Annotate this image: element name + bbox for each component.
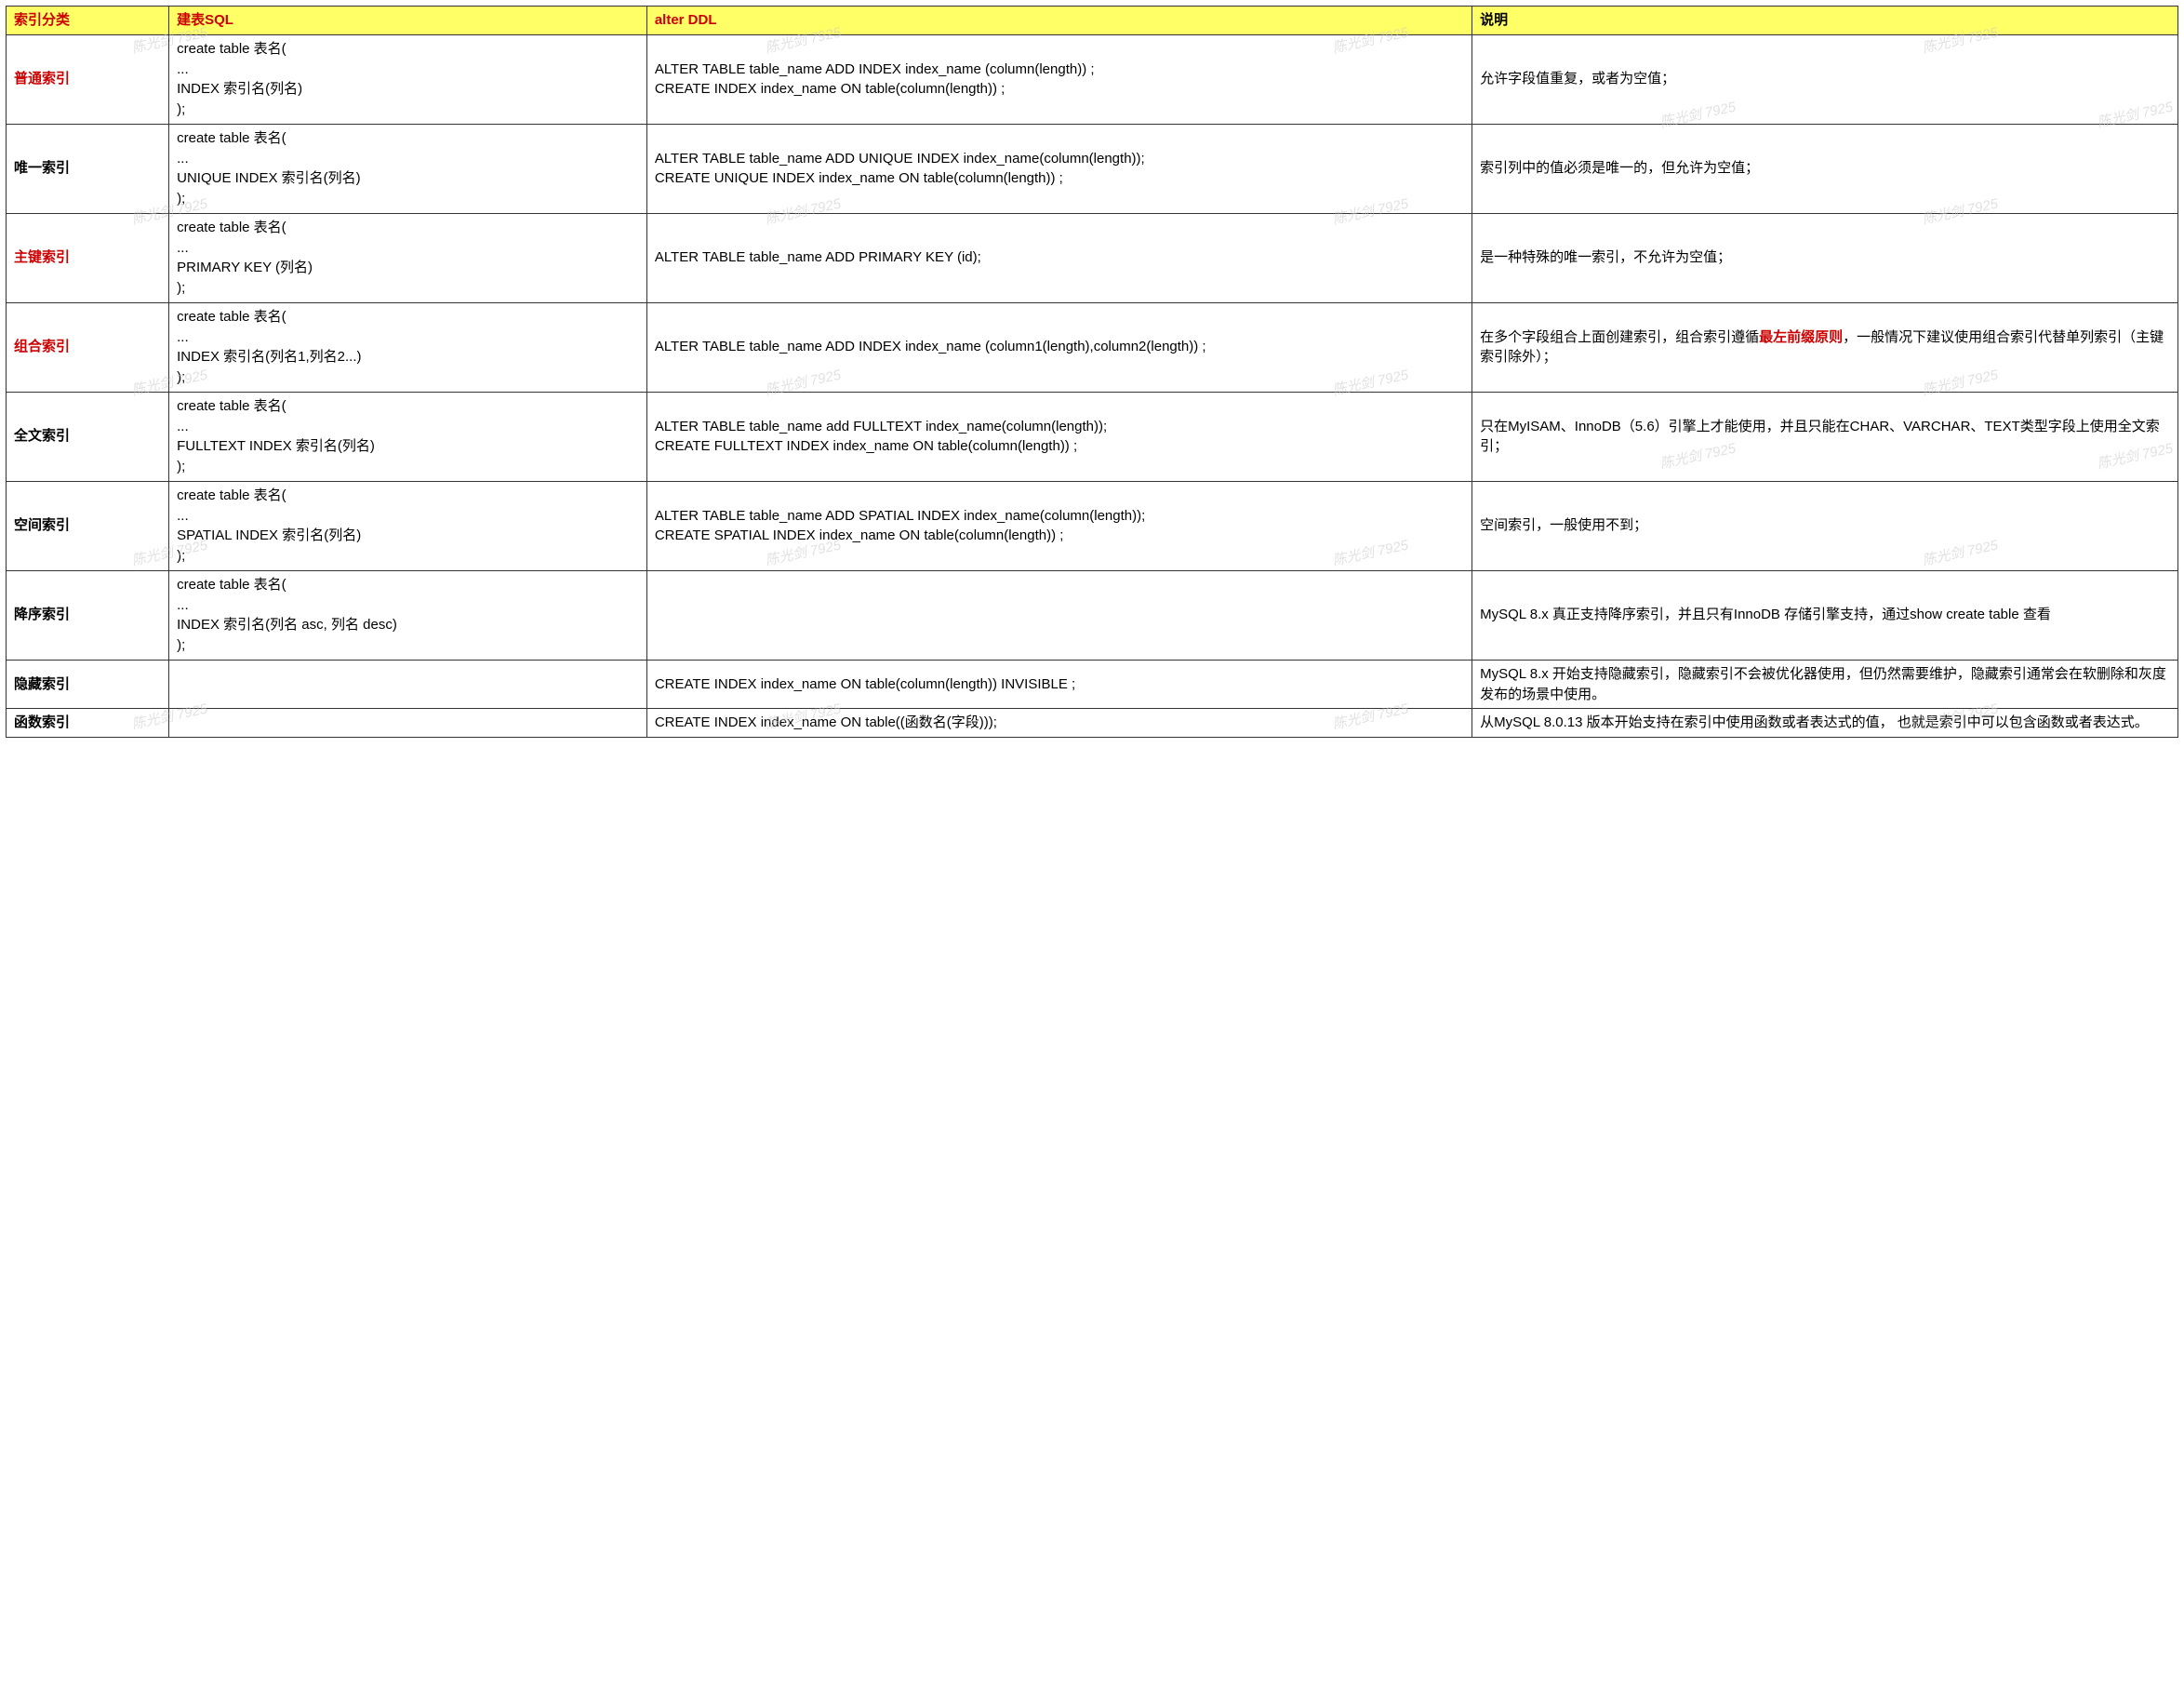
index-type-name: 函数索引 — [7, 709, 169, 738]
highlight-phrase: 最左前缀原则 — [1759, 329, 1843, 345]
create-sql: create table 表名( ... FULLTEXT INDEX 索引名(… — [169, 392, 647, 481]
index-types-table: 索引分类建表SQLalter DDL说明 普通索引create table 表名… — [6, 6, 2178, 738]
index-type-name: 组合索引 — [7, 302, 169, 392]
alter-ddl: ALTER TABLE table_name ADD UNIQUE INDEX … — [646, 124, 1472, 213]
description: 在多个字段组合上面创建索引，组合索引遵循最左前缀原则，一般情况下建议使用组合索引… — [1472, 302, 2178, 392]
table-row: 唯一索引create table 表名( ... UNIQUE INDEX 索引… — [7, 124, 2178, 213]
description: MySQL 8.x 开始支持隐藏索引，隐藏索引不会被优化器使用，但仍然需要维护，… — [1472, 660, 2178, 709]
col-header-1: 建表SQL — [169, 7, 647, 35]
index-type-name: 主键索引 — [7, 213, 169, 302]
index-type-name: 唯一索引 — [7, 124, 169, 213]
description: MySQL 8.x 真正支持降序索引，并且只有InnoDB 存储引擎支持，通过s… — [1472, 570, 2178, 660]
col-header-2: alter DDL — [646, 7, 1472, 35]
create-sql: create table 表名( ... UNIQUE INDEX 索引名(列名… — [169, 124, 647, 213]
table-header-row: 索引分类建表SQLalter DDL说明 — [7, 7, 2178, 35]
index-type-name: 降序索引 — [7, 570, 169, 660]
table-body: 普通索引create table 表名( ... INDEX 索引名(列名) )… — [7, 34, 2178, 737]
alter-ddl: ALTER TABLE table_name ADD PRIMARY KEY (… — [646, 213, 1472, 302]
index-type-name: 隐藏索引 — [7, 660, 169, 709]
table-row: 主键索引create table 表名( ... PRIMARY KEY (列名… — [7, 213, 2178, 302]
table-row: 隐藏索引 CREATE INDEX index_name ON table(col… — [7, 660, 2178, 709]
description: 是一种特殊的唯一索引，不允许为空值； — [1472, 213, 2178, 302]
table-row: 函数索引 CREATE INDEX index_name ON table((函数… — [7, 709, 2178, 738]
alter-ddl: CREATE INDEX index_name ON table(column(… — [646, 660, 1472, 709]
table-row: 空间索引create table 表名( ... SPATIAL INDEX 索… — [7, 481, 2178, 570]
description: 允许字段值重复，或者为空值； — [1472, 34, 2178, 124]
col-header-0: 索引分类 — [7, 7, 169, 35]
description: 索引列中的值必须是唯一的，但允许为空值； — [1472, 124, 2178, 213]
create-sql — [169, 660, 647, 709]
alter-ddl: CREATE INDEX index_name ON table((函数名(字段… — [646, 709, 1472, 738]
index-type-name: 普通索引 — [7, 34, 169, 124]
create-sql — [169, 709, 647, 738]
table-row: 组合索引create table 表名( ... INDEX 索引名(列名1,列… — [7, 302, 2178, 392]
table-row: 普通索引create table 表名( ... INDEX 索引名(列名) )… — [7, 34, 2178, 124]
description: 从MySQL 8.0.13 版本开始支持在索引中使用函数或者表达式的值， 也就是… — [1472, 709, 2178, 738]
alter-ddl: ALTER TABLE table_name add FULLTEXT inde… — [646, 392, 1472, 481]
create-sql: create table 表名( ... INDEX 索引名(列名 asc, 列… — [169, 570, 647, 660]
table-row: 降序索引create table 表名( ... INDEX 索引名(列名 as… — [7, 570, 2178, 660]
alter-ddl: ALTER TABLE table_name ADD INDEX index_n… — [646, 34, 1472, 124]
col-header-3: 说明 — [1472, 7, 2178, 35]
alter-ddl — [646, 570, 1472, 660]
alter-ddl: ALTER TABLE table_name ADD SPATIAL INDEX… — [646, 481, 1472, 570]
index-type-name: 空间索引 — [7, 481, 169, 570]
create-sql: create table 表名( ... INDEX 索引名(列名1,列名2..… — [169, 302, 647, 392]
description: 空间索引，一般使用不到； — [1472, 481, 2178, 570]
create-sql: create table 表名( ... PRIMARY KEY (列名) ); — [169, 213, 647, 302]
alter-ddl: ALTER TABLE table_name ADD INDEX index_n… — [646, 302, 1472, 392]
index-type-name: 全文索引 — [7, 392, 169, 481]
description: 只在MyISAM、InnoDB（5.6）引擎上才能使用，并且只能在CHAR、VA… — [1472, 392, 2178, 481]
table-row: 全文索引create table 表名( ... FULLTEXT INDEX … — [7, 392, 2178, 481]
create-sql: create table 表名( ... INDEX 索引名(列名) ); — [169, 34, 647, 124]
create-sql: create table 表名( ... SPATIAL INDEX 索引名(列… — [169, 481, 647, 570]
